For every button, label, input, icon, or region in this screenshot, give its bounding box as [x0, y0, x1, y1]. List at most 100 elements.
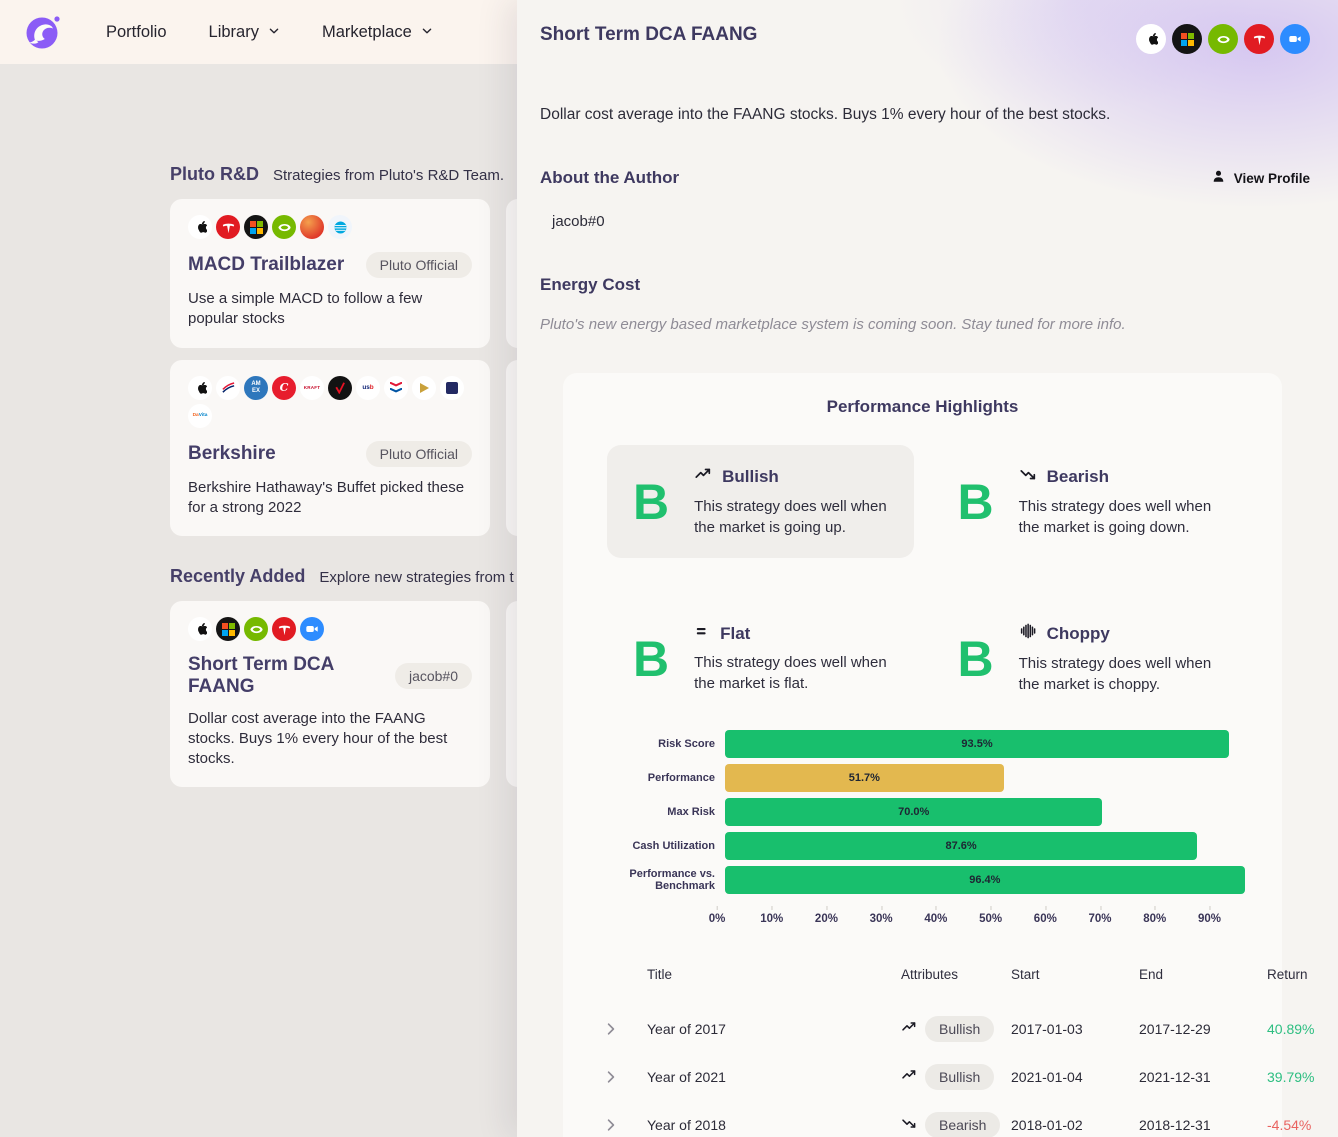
grade-letter: B [957, 473, 994, 530]
table-row[interactable]: Year of 2017 Bullish 2017-01-03 2017-12-29 4… [603, 1005, 1314, 1053]
row-start-date: 2021-01-04 [1011, 1069, 1083, 1085]
chart-row: Risk Score 93.5% [581, 727, 1256, 761]
chart-bar: 70.0% [725, 798, 1103, 826]
grade-description: This strategy does well when the market … [694, 498, 887, 536]
stock-icon-us-bank: usb [356, 375, 380, 400]
stock-icon-kraft-heinz: KRAFT [300, 375, 324, 400]
stock-icon-chevron-corp [384, 375, 408, 400]
section-title: Recently Added [170, 566, 306, 586]
strategy-card[interactable]: Short Term DCA FAANG jacob#0 Dollar cost a… [170, 601, 490, 788]
strategy-card-partial[interactable] [506, 199, 518, 348]
chart-category-label: Risk Score [658, 738, 715, 750]
stock-icon-coca-cola: C [272, 375, 296, 400]
stock-icon-tesla [272, 617, 296, 641]
card-description: Dollar cost average into the FAANG stock… [188, 709, 448, 768]
stock-icon-bank-of-america [216, 375, 240, 400]
row-attributes: Bullish [901, 1016, 1011, 1042]
card-row: MACD Trailblazer Pluto Official Use a simp… [170, 199, 518, 348]
section-subtitle: Explore new strategies from t [319, 569, 514, 586]
row-return: 40.89% [1267, 1021, 1315, 1037]
row-end-date: 2021-12-31 [1139, 1069, 1211, 1085]
chart-axis-tick: 20% [814, 906, 838, 925]
attribute-badge: Bullish [925, 1016, 995, 1042]
view-profile-label: View Profile [1233, 170, 1310, 186]
grade-title-row: Flat [694, 623, 887, 644]
waveform-icon [1019, 622, 1037, 645]
grade-body: Bullish This strategy does well when the … [694, 465, 887, 538]
row-title: Year of 2021 [647, 1069, 726, 1085]
performance-heading: Performance Highlights [826, 397, 1019, 416]
header-return: Return [1267, 966, 1308, 982]
card-badge: Pluto Official [365, 440, 472, 467]
expand-row-button[interactable] [603, 1018, 625, 1040]
stock-icon-nvidia [272, 215, 296, 239]
chart-axis-tick: 60% [1033, 906, 1057, 925]
view-profile-button[interactable]: View Profile [1211, 169, 1310, 187]
strategy-card[interactable]: MACD Trailblazer Pluto Official Use a simp… [170, 199, 490, 348]
stock-icon-davita: DaVita [188, 403, 212, 428]
grade-title-row: Bearish [1019, 465, 1212, 488]
row-attributes: Bullish [901, 1064, 1011, 1090]
grade-body: Bearish This strategy does well when the … [1019, 465, 1212, 538]
about-author-heading: About the Author [540, 168, 680, 187]
strategy-detail-content: Short Term DCA FAANG Dollar cost average… [517, 0, 1338, 1137]
chart-axis-tick: 10% [760, 906, 784, 925]
strategy-card[interactable]: AM EX C KRAFT usb DaVita Berkshire Pluto Offici… [170, 359, 490, 536]
chart-bar: 96.4% [725, 866, 1245, 894]
chart-category-label: Max Risk [667, 806, 715, 818]
stock-icon-amex: AM EX [244, 375, 268, 400]
row-start-date: 2018-01-02 [1011, 1117, 1083, 1133]
section-heading-row: Pluto R&D Strategies from Pluto's R&D Tea… [170, 164, 518, 185]
card-title-row: MACD Trailblazer Pluto Official [188, 252, 472, 278]
card-row: Short Term DCA FAANG jacob#0 Dollar cost a… [170, 601, 518, 788]
nav-marketplace-label: Marketplace [321, 22, 412, 41]
grade-body: Flat This strategy does well when the mar… [694, 623, 887, 694]
grade-bullish: B Bullish This strategy does well when the… [607, 445, 914, 558]
trend-down-icon [901, 1115, 917, 1136]
strategy-stock-icons [1136, 24, 1310, 54]
expand-row-button[interactable] [603, 1066, 625, 1088]
table-row[interactable]: Year of 2021 Bullish 2021-01-04 2021-12-31 3… [603, 1053, 1314, 1101]
header-end: End [1139, 966, 1164, 982]
nav-portfolio[interactable]: Portfolio [106, 23, 167, 42]
strategy-description: Dollar cost average into the FAANG stock… [540, 106, 1111, 123]
marketplace-sections: Pluto R&D Strategies from Pluto's R&D Tea… [0, 64, 518, 788]
stock-icon-microsoft [244, 215, 268, 239]
grade-label: Choppy [1046, 623, 1110, 643]
main-nav: Portfolio Library Marketplace [106, 23, 433, 42]
pluto-logo[interactable] [22, 11, 64, 53]
about-author-row: About the Author View Profile [540, 168, 1310, 188]
grade-description: This strategy does well when the market … [1018, 655, 1212, 693]
card-description: Berkshire Hathaway's Buffet picked these… [188, 478, 465, 516]
nav-portfolio-label: Portfolio [106, 22, 167, 41]
backtest-table: Title Attributes Start End Return Year o… [563, 955, 1314, 1137]
row-title: Year of 2018 [647, 1117, 726, 1133]
strategy-card-partial[interactable] [506, 601, 518, 788]
card-title-row: Berkshire Pluto Official [188, 440, 472, 467]
grade-body: Choppy This strategy does well when the m… [1019, 622, 1212, 695]
chevron-down-icon [268, 23, 280, 42]
card-title: Short Term DCA FAANG [188, 654, 334, 697]
expand-row-button[interactable] [603, 1114, 625, 1136]
card-stock-icons [188, 215, 472, 239]
row-attributes: Bearish [901, 1112, 1011, 1137]
stock-icon-nvidia [1208, 24, 1238, 54]
card-badge: jacob#0 [394, 662, 472, 689]
row-return: 39.79% [1267, 1069, 1315, 1085]
marketplace-section-1: Recently Added Explore new strategies fro… [170, 566, 518, 788]
author-name: jacob#0 [552, 213, 605, 230]
stock-icon-microsoft [1172, 24, 1202, 54]
trend-down-icon [1019, 465, 1037, 488]
stock-icon-apple [188, 215, 212, 239]
grade-label: Bullish [722, 466, 779, 486]
table-row[interactable]: Year of 2018 Bearish 2018-01-02 2018-12-31 -… [603, 1101, 1311, 1137]
grade-title-row: Choppy [1019, 622, 1212, 645]
stock-icon-gold-arrow [412, 375, 436, 400]
strategy-card-partial[interactable] [506, 359, 518, 536]
card-description: Use a simple MACD to follow a few popula… [188, 290, 423, 328]
nav-library[interactable]: Library [209, 23, 280, 42]
chart-row: Performance vs. Benchmark 96.4% [581, 863, 1256, 897]
attribute-badge: Bullish [925, 1064, 995, 1090]
nav-marketplace[interactable]: Marketplace [322, 23, 433, 42]
